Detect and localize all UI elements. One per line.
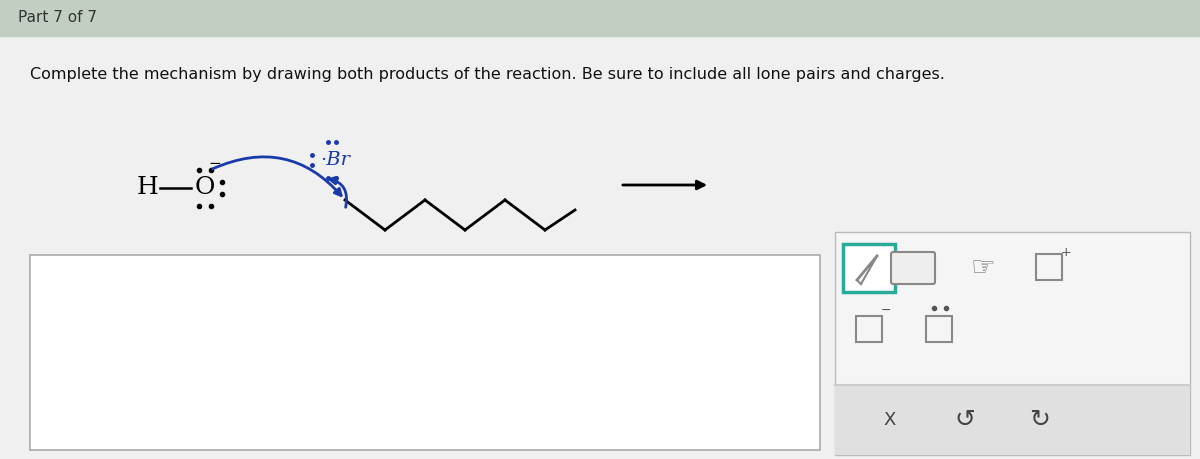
Text: ·Br: ·Br [320, 151, 350, 169]
Bar [835, 232, 1190, 455]
Text: +: + [1061, 246, 1072, 258]
Text: X: X [884, 411, 896, 429]
Text: H: H [137, 177, 158, 200]
Bar [30, 255, 820, 450]
Bar [842, 244, 895, 292]
Text: O: O [194, 177, 215, 200]
Text: ↺: ↺ [954, 408, 976, 432]
Text: −: − [209, 157, 221, 172]
Text: ↻: ↻ [1030, 408, 1050, 432]
Text: ☞: ☞ [971, 254, 996, 282]
Bar [926, 316, 952, 342]
Bar [0, 0, 1200, 36]
Text: Complete the mechanism by drawing both products of the reaction. Be sure to incl: Complete the mechanism by drawing both p… [30, 67, 944, 83]
Bar [835, 385, 1190, 455]
Text: −: − [881, 303, 892, 317]
Bar [856, 316, 882, 342]
Text: Part 7 of 7: Part 7 of 7 [18, 11, 97, 26]
FancyBboxPatch shape [890, 252, 935, 284]
Bar [1036, 254, 1062, 280]
